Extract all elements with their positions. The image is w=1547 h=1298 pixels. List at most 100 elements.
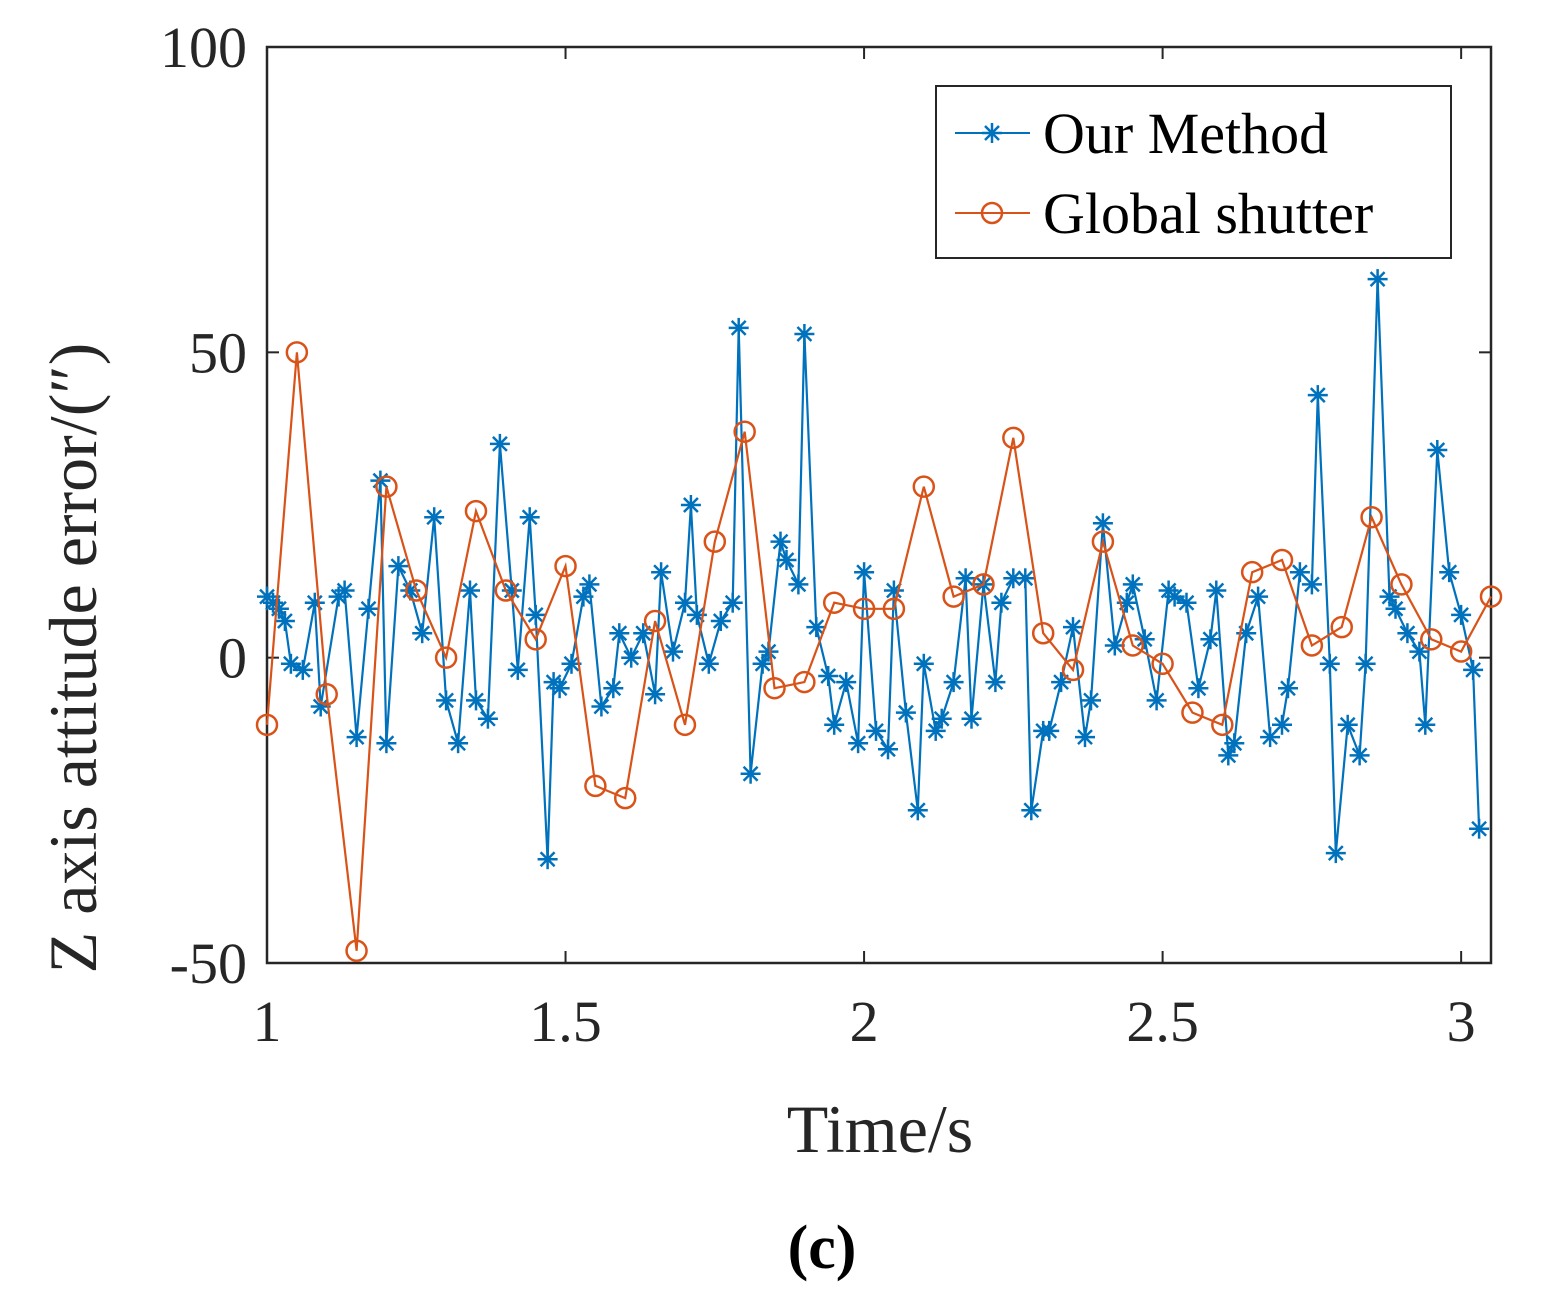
data-point-global-shutter <box>1151 652 1174 676</box>
asterisk-stroke <box>390 558 407 574</box>
asterisk-stroke <box>438 692 454 709</box>
data-point-our-method <box>1463 659 1484 680</box>
data-point-global-shutter <box>315 683 338 706</box>
data-point-our-method <box>878 739 898 760</box>
asterisk-stroke <box>790 576 807 593</box>
asterisk-stroke <box>1429 442 1446 458</box>
data-point-our-method <box>280 653 301 674</box>
x-tick-label: 1 <box>253 989 282 1054</box>
y-tick-label: 0 <box>218 626 247 691</box>
data-point-global-shutter <box>793 670 816 694</box>
legend-label-global-shutter: Global shutter <box>1043 181 1373 246</box>
data-point-our-method <box>1224 733 1245 754</box>
asterisk-stroke <box>665 643 681 660</box>
x-tick-label: 2.5 <box>1126 989 1199 1054</box>
asterisk-stroke <box>611 625 628 642</box>
data-point-global-shutter <box>1270 548 1294 572</box>
data-point-global-shutter <box>912 475 936 498</box>
asterisk-stroke <box>1453 607 1469 623</box>
asterisk-stroke <box>1369 271 1386 287</box>
asterisk-stroke <box>677 594 693 611</box>
asterisk-stroke <box>336 582 353 599</box>
asterisk-stroke <box>623 649 640 666</box>
data-point-our-method <box>913 653 934 674</box>
asterisk-stroke <box>563 655 580 672</box>
data-point-global-shutter <box>822 591 846 614</box>
asterisk-stroke <box>306 594 323 611</box>
asterisk-stroke <box>1471 820 1487 837</box>
asterisk-stroke <box>1321 655 1338 672</box>
asterisk-stroke <box>360 600 377 617</box>
data-point-our-method <box>883 580 904 601</box>
data-point-our-method <box>525 604 546 625</box>
asterisk-stroke <box>945 674 962 690</box>
data-point-global-shutter <box>763 676 786 700</box>
asterisk-stroke <box>909 802 926 819</box>
asterisk-stroke <box>1190 680 1207 697</box>
asterisk-stroke <box>521 509 538 526</box>
data-point-our-method <box>818 666 839 686</box>
data-point-our-method <box>1319 653 1340 674</box>
asterisk-stroke <box>1292 564 1308 581</box>
y-axis-ticks: -50 0 50 100 <box>160 15 1491 996</box>
asterisk-stroke <box>683 497 699 513</box>
asterisk-stroke <box>915 655 932 672</box>
data-point-our-method <box>854 562 875 583</box>
x-tick-label: 2 <box>850 989 879 1054</box>
y-tick-label: -50 <box>170 931 247 996</box>
asterisk-stroke <box>957 570 974 587</box>
data-point-our-method <box>728 317 749 338</box>
data-point-our-method <box>436 690 457 711</box>
data-point-our-method <box>1176 592 1197 613</box>
data-point-our-method <box>376 733 397 754</box>
legend[interactable]: Our Method Global shutter <box>935 85 1452 259</box>
data-point-our-method <box>501 580 522 601</box>
data-point-global-shutter <box>972 573 995 596</box>
asterisk-stroke <box>539 851 556 868</box>
data-point-global-shutter <box>405 579 428 602</box>
data-point-global-shutter <box>1031 621 1055 645</box>
data-point-our-method <box>1134 629 1155 650</box>
data-point-global-shutter <box>1211 713 1234 737</box>
legend-marker-global-shutter <box>980 201 1004 225</box>
asterisk-stroke <box>820 668 837 684</box>
asterisk-stroke <box>414 625 431 642</box>
asterisk-stroke <box>581 576 598 593</box>
data-point-global-shutter <box>255 713 279 737</box>
data-point-our-method <box>1307 385 1328 406</box>
legend-label-our-method: Our Method <box>1043 101 1328 166</box>
data-point-our-method <box>448 733 469 754</box>
data-point-our-method <box>292 659 313 680</box>
data-point-global-shutter <box>1360 505 1383 529</box>
data-point-our-method <box>824 714 845 735</box>
data-point-our-method <box>507 659 528 680</box>
data-point-our-method <box>806 617 827 638</box>
data-point-our-method <box>1051 672 1072 693</box>
data-point-our-method <box>985 672 1006 693</box>
data-point-our-method <box>609 623 630 644</box>
data-point-our-method <box>358 598 379 619</box>
data-point-global-shutter <box>1449 640 1473 663</box>
data-point-our-method <box>1248 586 1269 607</box>
data-point-global-shutter <box>1091 530 1115 553</box>
asterisk-stroke <box>700 655 717 672</box>
asterisk-stroke <box>1226 735 1243 752</box>
data-point-our-method <box>1104 635 1125 656</box>
asterisk-stroke <box>1357 655 1374 672</box>
asterisk-stroke <box>1351 747 1368 764</box>
asterisk-stroke <box>653 564 669 581</box>
x-axis-label: Time/s <box>787 1091 973 1167</box>
asterisk-stroke <box>462 582 478 599</box>
data-point-our-method <box>1427 440 1448 460</box>
data-point-our-method <box>489 433 510 454</box>
asterisk-stroke <box>838 674 855 690</box>
data-point-our-method <box>1397 623 1418 644</box>
data-point-our-method <box>591 696 612 717</box>
data-point-our-method <box>1439 562 1460 583</box>
data-point-our-method <box>477 708 498 729</box>
data-point-our-method <box>955 568 976 589</box>
data-point-our-method <box>663 641 683 662</box>
asterisk-stroke <box>1083 692 1099 709</box>
data-point-our-method <box>1092 513 1113 534</box>
